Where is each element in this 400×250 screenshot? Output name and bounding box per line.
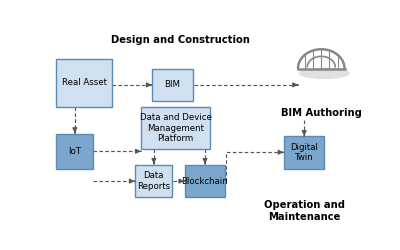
FancyBboxPatch shape [142,107,210,149]
FancyBboxPatch shape [284,136,324,168]
FancyBboxPatch shape [56,59,112,107]
Ellipse shape [299,68,350,79]
Text: BIM Authoring: BIM Authoring [281,108,362,118]
Text: IoT: IoT [68,147,81,156]
FancyBboxPatch shape [135,165,172,198]
FancyBboxPatch shape [152,68,193,101]
Text: Operation and
Maintenance: Operation and Maintenance [264,200,345,222]
Text: Real Asset: Real Asset [62,78,106,88]
Text: Data and Device
Management
Platform: Data and Device Management Platform [140,113,212,143]
Text: Design and Construction: Design and Construction [111,35,250,45]
FancyBboxPatch shape [185,165,225,198]
Text: BIM: BIM [164,80,180,89]
Text: Digital
Twin: Digital Twin [290,142,318,162]
FancyBboxPatch shape [56,134,94,168]
Text: Data
Reports: Data Reports [137,172,170,191]
Text: Blockchain: Blockchain [182,176,228,186]
